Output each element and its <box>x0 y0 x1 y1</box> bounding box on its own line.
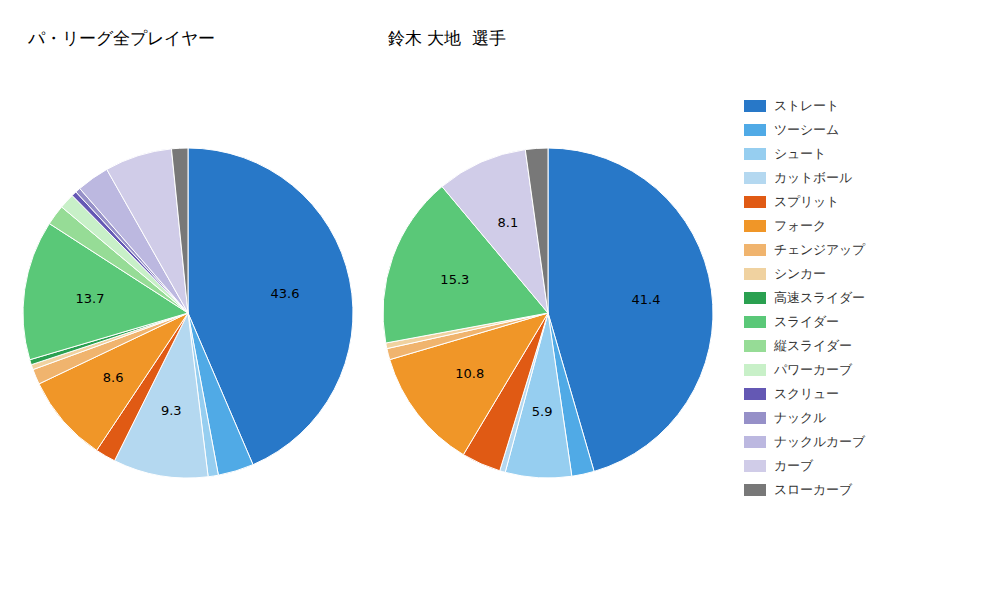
html-text:ナックルカーブ: ナックルカーブ <box>774 434 865 449</box>
html-text:スライダー: スライダー <box>774 314 839 329</box>
html-text:シンカー: シンカー <box>774 266 826 281</box>
svg-text:43.6: 43.6 <box>271 286 300 301</box>
html-text:パ・リーグ全プレイヤー: パ・リーグ全プレイヤー <box>28 28 215 48</box>
svg-text:41.4: 41.4 <box>632 292 661 307</box>
html-text:ストレート: ストレート <box>774 98 839 113</box>
svg-text:13.7: 13.7 <box>76 291 105 306</box>
svg-text:10.8: 10.8 <box>455 366 484 381</box>
html-text:スクリュー: スクリュー <box>774 386 839 401</box>
html-text:鈴木 大地 選手: 鈴木 大地 選手 <box>388 28 507 48</box>
html-text:カットボール: カットボール <box>774 170 852 185</box>
html-text:スプリット: スプリット <box>774 194 839 209</box>
html-text:シュート: シュート <box>774 146 826 161</box>
svg-text:8.1: 8.1 <box>497 215 518 230</box>
svg-text:15.3: 15.3 <box>440 272 469 287</box>
html-text:縦スライダー: 縦スライダー <box>774 338 852 353</box>
html-text:カーブ: カーブ <box>774 458 813 473</box>
html-text:フォーク: フォーク <box>774 218 826 233</box>
html-text:パワーカーブ: パワーカーブ <box>774 362 852 377</box>
svg-text:9.3: 9.3 <box>161 403 182 418</box>
svg-text:8.6: 8.6 <box>103 370 124 385</box>
html-text:ナックル: ナックル <box>774 410 826 425</box>
html-text:スローカーブ: スローカーブ <box>774 482 852 497</box>
svg-text:5.9: 5.9 <box>532 404 553 419</box>
html-text:ツーシーム: ツーシーム <box>774 122 839 137</box>
html-text:高速スライダー: 高速スライダー <box>774 290 865 305</box>
html-text:チェンジアップ: チェンジアップ <box>774 242 865 257</box>
